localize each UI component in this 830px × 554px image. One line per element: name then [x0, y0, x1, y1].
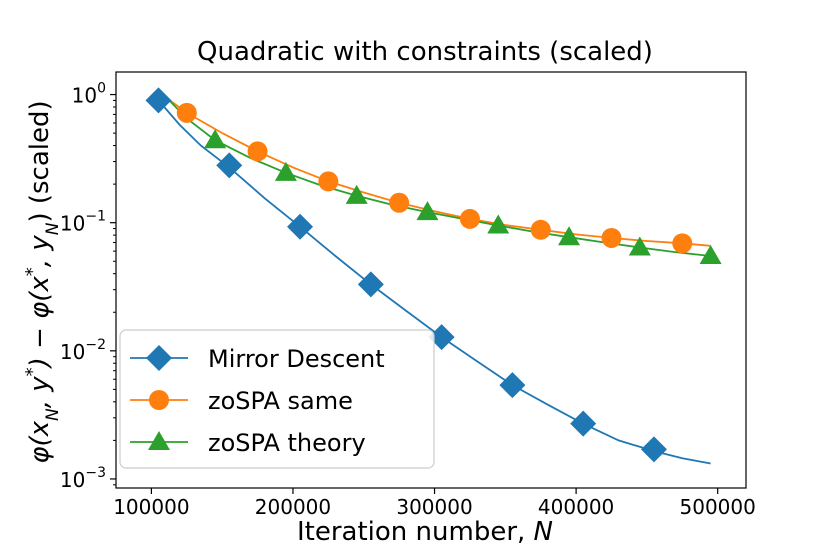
data-point-zospa-theory	[345, 184, 368, 204]
data-point-zospa-theory	[628, 236, 651, 256]
plot-frame	[115, 71, 747, 489]
data-point-mirror-descent	[216, 152, 243, 179]
legend-label-zospa-same: zoSPA same	[208, 387, 353, 415]
x-tick-label: 400000	[538, 495, 614, 519]
y-axis-label: φ(xN, y*) − φ(x*, yN) (scaled)	[22, 100, 64, 463]
data-point-zospa-theory	[416, 201, 439, 221]
data-point-zospa-same	[247, 141, 268, 162]
series-line-zospa-same	[157, 91, 711, 247]
data-point-zospa-same	[530, 219, 551, 240]
legend-box	[119, 329, 435, 469]
x-axis-label: Iteration number, N	[297, 517, 553, 547]
data-point-zospa-theory	[204, 129, 227, 149]
legend-marker-zospa-theory	[148, 431, 170, 450]
legend-label-mirror-descent: Mirror Descent	[208, 345, 385, 373]
data-point-mirror-descent	[640, 436, 667, 463]
chart-title: Quadratic with constraints (scaled)	[197, 37, 653, 67]
data-point-zospa-same	[459, 208, 480, 229]
data-point-zospa-same	[672, 233, 693, 254]
data-point-mirror-descent	[145, 87, 172, 114]
data-point-zospa-theory	[487, 214, 510, 234]
x-tick-label: 500000	[680, 495, 756, 519]
data-point-zospa-theory	[558, 226, 581, 246]
y-tick-label: 10−1	[60, 209, 106, 236]
x-tick-label: 100000	[113, 495, 189, 519]
axis-ticks: 100000 200000 300000 400000 500000 10−3 10−2 10…	[60, 81, 756, 519]
data-point-zospa-same	[601, 227, 622, 248]
series-markers	[145, 87, 722, 463]
data-point-mirror-descent	[570, 410, 597, 437]
data-point-zospa-same	[176, 102, 197, 123]
y-tick-label: 10−3	[60, 465, 106, 492]
legend-marker-mirror-descent	[146, 345, 172, 371]
data-point-mirror-descent	[499, 372, 526, 399]
y-tick-label: 10−2	[60, 337, 106, 364]
data-point-mirror-descent	[357, 271, 384, 298]
data-point-zospa-same	[389, 192, 410, 213]
legend-label-zospa-theory: zoSPA theory	[208, 429, 366, 457]
data-point-mirror-descent	[428, 324, 455, 351]
legend: Mirror Descent zoSPA same zoSPA theory	[119, 329, 435, 469]
data-point-mirror-descent	[287, 213, 314, 240]
series-line-zospa-theory	[157, 88, 711, 257]
legend-marker-zospa-same	[149, 390, 169, 410]
data-point-zospa-theory	[274, 161, 297, 181]
data-point-zospa-theory	[699, 244, 722, 264]
data-point-zospa-same	[318, 171, 339, 192]
x-tick-label: 200000	[255, 495, 331, 519]
y-tick-label: 100	[72, 81, 106, 108]
x-tick-label: 300000	[396, 495, 472, 519]
